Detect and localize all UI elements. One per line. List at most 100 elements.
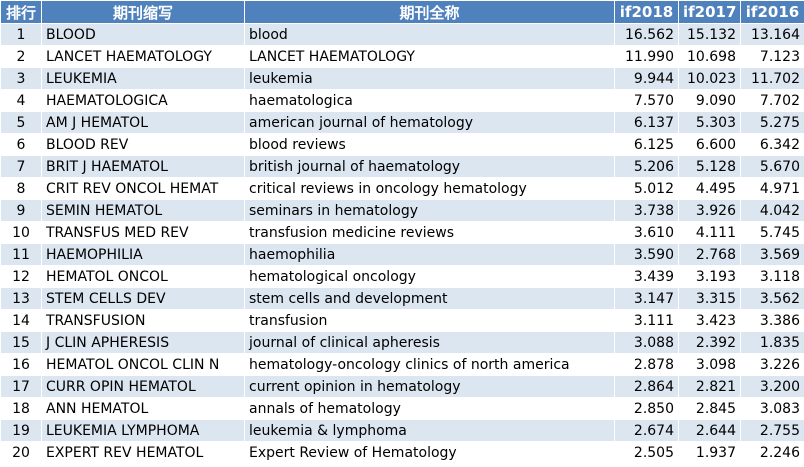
table-cell: 2.644	[678, 419, 741, 442]
table-cell: 10.023	[678, 67, 741, 90]
table-cell: 2.878	[614, 353, 679, 376]
table-cell: EXPERT REV HEMATOL	[41, 441, 245, 464]
table-cell: critical reviews in oncology hematology	[244, 177, 615, 200]
table-cell: 3.098	[678, 353, 741, 376]
table-cell: 3.738	[614, 199, 679, 222]
table-row: 13 STEM CELLS DEV stem cells and developme…	[0, 287, 804, 310]
table-row: 20 EXPERT REV HEMATOL Expert Review of Hem…	[0, 441, 804, 464]
table-cell: journal of clinical apheresis	[244, 331, 615, 354]
table-cell: 4.495	[678, 177, 741, 200]
table-cell: 7	[0, 155, 42, 178]
table-header: 排行 期刊缩写 期刊全称 if2018 if2017 if2016	[0, 0, 804, 24]
table-cell: Expert Review of Hematology	[244, 441, 615, 464]
table-cell: blood	[244, 23, 615, 46]
table-cell: 2.768	[678, 243, 741, 266]
table-cell: current opinion in hematology	[244, 375, 615, 398]
table-cell: BLOOD REV	[41, 133, 245, 156]
table-cell: blood reviews	[244, 133, 615, 156]
table-cell: 3	[0, 67, 42, 90]
table-cell: HAEMOPHILIA	[41, 243, 245, 266]
table-cell: 15	[0, 331, 42, 354]
table-cell: 3.590	[614, 243, 679, 266]
table-cell: 2.821	[678, 375, 741, 398]
table-cell: 7.702	[740, 89, 804, 112]
table-cell: hematological oncology	[244, 265, 615, 288]
table-cell: ANN HEMATOL	[41, 397, 245, 420]
table-cell: 13.164	[740, 23, 804, 46]
table-cell: HAEMATOLOGICA	[41, 89, 245, 112]
table-cell: 6.600	[678, 133, 741, 156]
table-cell: HEMATOL ONCOL CLIN N	[41, 353, 245, 376]
table-cell: AM J HEMATOL	[41, 111, 245, 134]
table-cell: 2.755	[740, 419, 804, 442]
table-cell: 5.206	[614, 155, 679, 178]
table-cell: 6	[0, 133, 42, 156]
table-cell: 2.674	[614, 419, 679, 442]
table-body: 1 BLOOD blood 16.562 15.132 13.164 2 LANCET HAE…	[0, 23, 804, 464]
table-cell: CURR OPIN HEMATOL	[41, 375, 245, 398]
table-cell: LANCET HAEMATOLOGY	[244, 45, 615, 68]
table-cell: 4.042	[740, 199, 804, 222]
table-cell: 8	[0, 177, 42, 200]
table-cell: TRANSFUS MED REV	[41, 221, 245, 244]
table-cell: american journal of hematology	[244, 111, 615, 134]
table-cell: 13	[0, 287, 42, 310]
table-cell: 5.275	[740, 111, 804, 134]
table-row: 19 LEUKEMIA LYMPHOMA leukemia & lymphoma 2.…	[0, 419, 804, 442]
table-cell: haemophilia	[244, 243, 615, 266]
table-cell: 3.111	[614, 309, 679, 332]
table-row: 6 BLOOD REV blood reviews 6.125 6.600 6.342	[0, 133, 804, 156]
table-row: 18 ANN HEMATOL annals of hematology 2.850 2.…	[0, 397, 804, 420]
table-cell: leukemia	[244, 67, 615, 90]
table-cell: SEMIN HEMATOL	[41, 199, 245, 222]
table-cell: british journal of haematology	[244, 155, 615, 178]
table-row: 4 HAEMATOLOGICA haematologica 7.570 9.090 7.7…	[0, 89, 804, 112]
table-cell: 2.505	[614, 441, 679, 464]
table-cell: 5.012	[614, 177, 679, 200]
table-cell: STEM CELLS DEV	[41, 287, 245, 310]
table-cell: 6.137	[614, 111, 679, 134]
table-cell: LEUKEMIA	[41, 67, 245, 90]
table-cell: 3.569	[740, 243, 804, 266]
table-cell: 2.845	[678, 397, 741, 420]
table-cell: 16	[0, 353, 42, 376]
table-cell: 9.090	[678, 89, 741, 112]
table-cell: 19	[0, 419, 42, 442]
table-cell: 15.132	[678, 23, 741, 46]
header-cell: 期刊全称	[244, 0, 615, 24]
table-cell: stem cells and development	[244, 287, 615, 310]
table-row: 14 TRANSFUSION transfusion 3.111 3.423 3.386	[0, 309, 804, 332]
table-cell: 4	[0, 89, 42, 112]
header-cell: 期刊缩写	[41, 0, 245, 24]
table-cell: seminars in hematology	[244, 199, 615, 222]
table-cell: 4.971	[740, 177, 804, 200]
table-cell: 2	[0, 45, 42, 68]
table-cell: transfusion	[244, 309, 615, 332]
table-cell: LANCET HAEMATOLOGY	[41, 45, 245, 68]
table-cell: 2.850	[614, 397, 679, 420]
table-cell: hematology-oncology clinics of north ame…	[244, 353, 615, 376]
table-cell: J CLIN APHERESIS	[41, 331, 245, 354]
table-row: 15 J CLIN APHERESIS journal of clinical ap…	[0, 331, 804, 354]
table-cell: 6.342	[740, 133, 804, 156]
table-cell: 5.303	[678, 111, 741, 134]
table-cell: 9	[0, 199, 42, 222]
table-cell: 3.088	[614, 331, 679, 354]
table-cell: haematologica	[244, 89, 615, 112]
table-cell: CRIT REV ONCOL HEMAT	[41, 177, 245, 200]
table-row: 11 HAEMOPHILIA haemophilia 3.590 2.768 3.569	[0, 243, 804, 266]
table-row: 9 SEMIN HEMATOL seminars in hematology 3.73…	[0, 199, 804, 222]
table-cell: 11.990	[614, 45, 679, 68]
table-cell: 1.835	[740, 331, 804, 354]
table-row: 8 CRIT REV ONCOL HEMAT critical reviews in…	[0, 177, 804, 200]
table-row: 7 BRIT J HAEMATOL british journal of haema…	[0, 155, 804, 178]
table-cell: LEUKEMIA LYMPHOMA	[41, 419, 245, 442]
table-cell: 17	[0, 375, 42, 398]
table-cell: TRANSFUSION	[41, 309, 245, 332]
table-cell: 11	[0, 243, 42, 266]
table-cell: BLOOD	[41, 23, 245, 46]
table-cell: 6.125	[614, 133, 679, 156]
header-cell: if2017	[678, 0, 741, 24]
